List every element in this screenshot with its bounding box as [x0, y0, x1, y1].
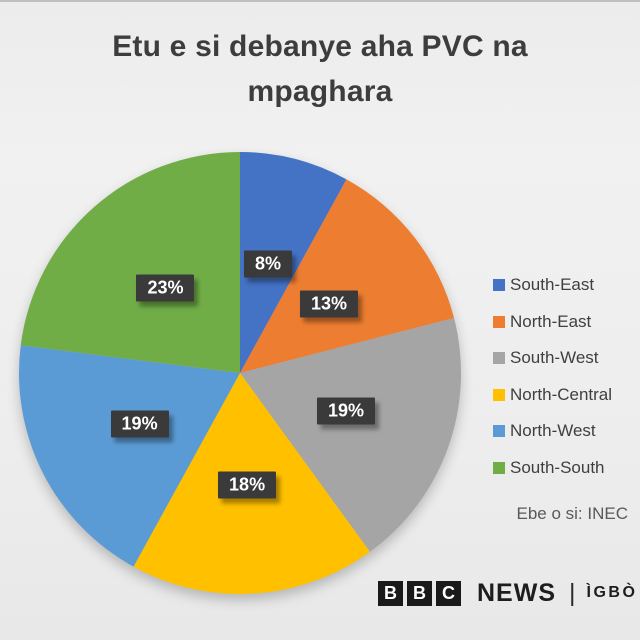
data-label-north-central: 18%	[218, 471, 277, 499]
data-label-north-west: 19%	[110, 410, 169, 438]
legend-label-south-east: South-East	[510, 275, 595, 294]
legend-item-south-west: South-West	[493, 347, 612, 369]
legend-swatch-south-south	[493, 461, 505, 474]
legend-swatch-north-central	[493, 388, 505, 401]
chart-title: Etu e si debanye aha PVC na mpaghara	[112, 30, 528, 108]
data-label-south-west: 19%	[317, 397, 376, 425]
data-label-south-east: 8%	[244, 250, 293, 278]
legend-label-north-east: North-East	[510, 311, 592, 331]
legend-label-south-south: South-South	[510, 457, 605, 477]
data-label-north-east: 13%	[300, 290, 359, 318]
bbc-logo: B B C NEWS | ÌGBÒ	[378, 579, 637, 607]
legend-item-south-south: South-South	[493, 457, 612, 479]
pie-slice-south-east	[240, 152, 347, 373]
legend-label-north-central: North-Central	[510, 384, 613, 404]
source-note: Ebe o si: INEC	[516, 504, 629, 523]
legend-item-north-west: North-West	[493, 420, 612, 442]
legend-item-north-east: North-East	[493, 311, 612, 333]
legend-item-south-east: South-East	[493, 274, 612, 296]
pie-slice-north-east	[240, 179, 455, 373]
legend-label-north-west: North-West	[510, 421, 596, 440]
pie-slice-south-south	[20, 152, 240, 373]
legend-item-north-central: North-Central	[493, 384, 612, 406]
legend-swatch-south-west	[493, 352, 505, 364]
bbc-service-name: ÌGBÒ	[586, 584, 638, 601]
bbc-block-c: C	[436, 580, 461, 606]
pie-slice-south-west	[240, 318, 462, 552]
bbc-block-b2: B	[407, 580, 432, 606]
legend-swatch-south-east	[493, 279, 505, 291]
legend-swatch-north-west	[493, 425, 505, 437]
bbc-news-wordmark: NEWS	[477, 578, 556, 607]
top-border-line	[0, 0, 640, 2]
data-label-south-south: 23%	[136, 274, 195, 302]
logo-separator: |	[569, 578, 576, 607]
pie-slice-north-west	[18, 345, 240, 567]
legend: South-East North-East South-West North-Cent…	[493, 274, 612, 493]
legend-label-south-west: South-West	[510, 348, 599, 367]
bbc-block-b1: B	[378, 580, 403, 606]
legend-swatch-north-east	[493, 315, 505, 328]
